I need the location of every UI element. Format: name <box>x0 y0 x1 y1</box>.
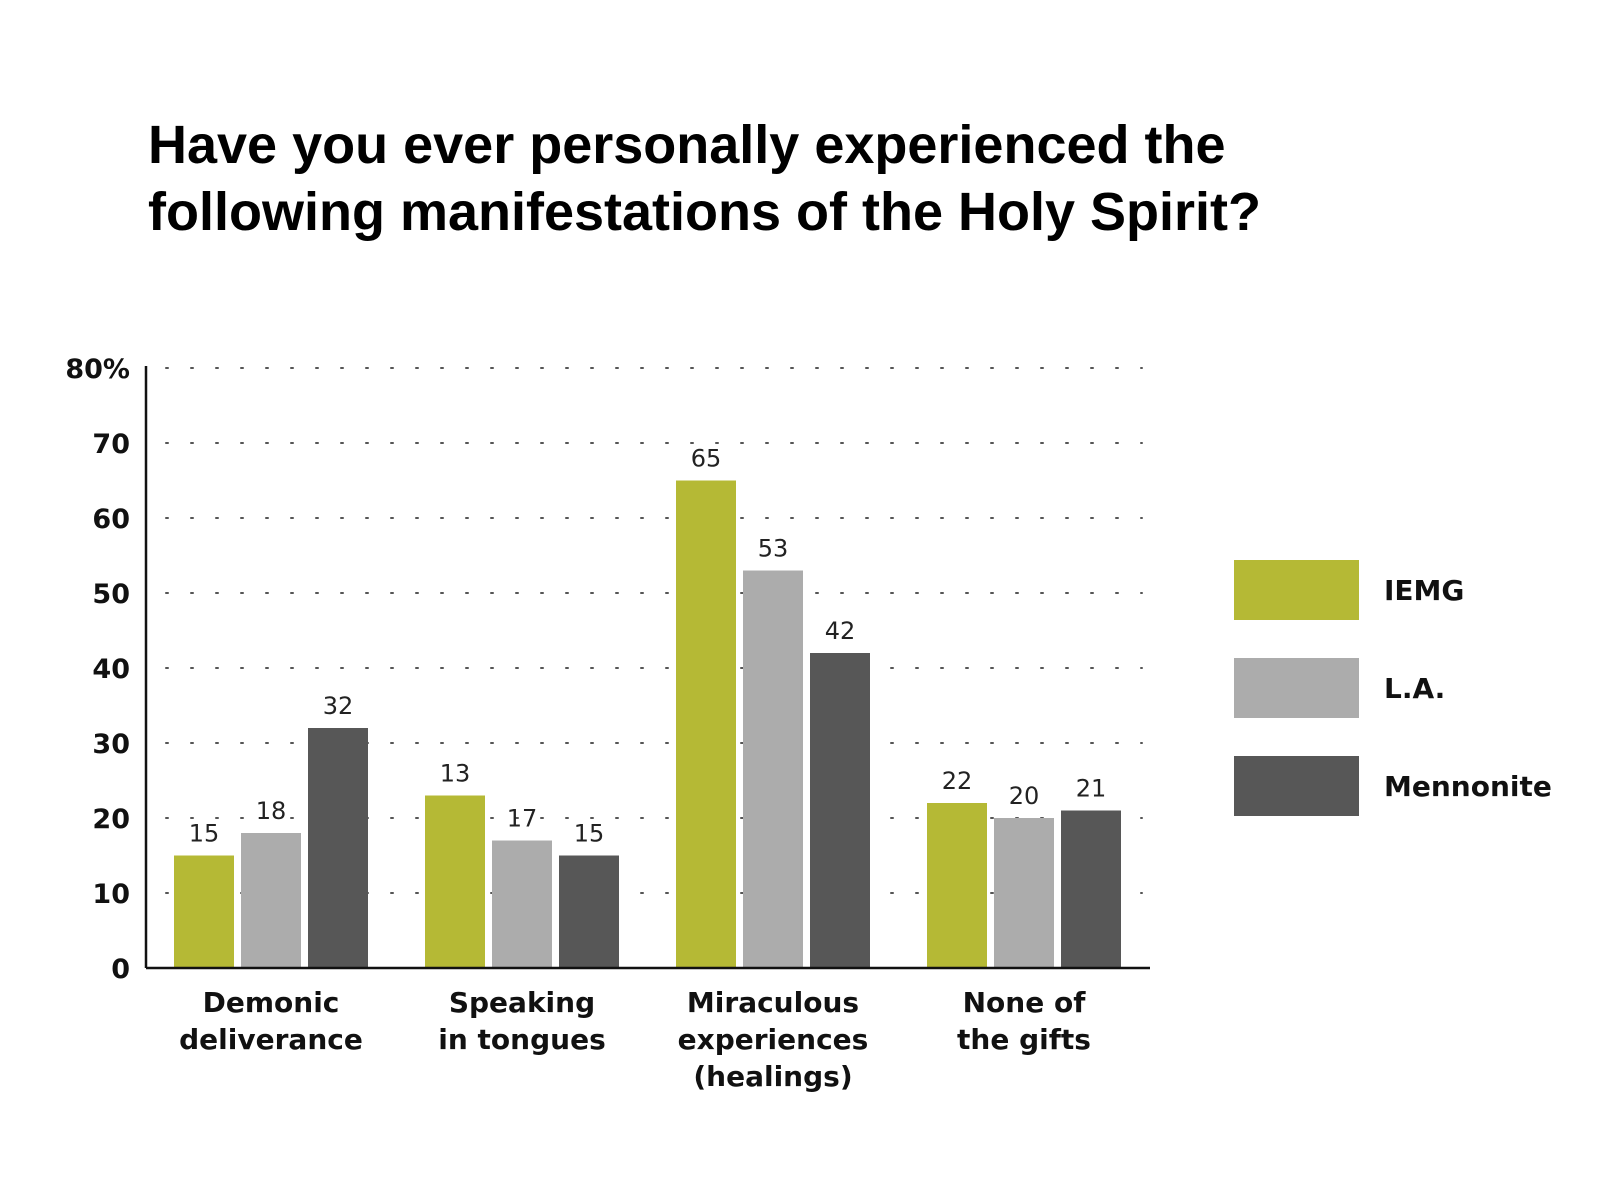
bar <box>676 480 736 968</box>
data-label: 42 <box>825 617 856 645</box>
bar <box>1061 810 1121 968</box>
legend-swatch <box>1234 658 1359 718</box>
data-label: 18 <box>256 797 287 825</box>
bar <box>241 833 301 968</box>
bar <box>559 855 619 968</box>
data-label: 17 <box>507 805 538 833</box>
x-category-label: deliverance <box>179 1023 363 1056</box>
data-label: 53 <box>758 535 789 563</box>
x-category-label: experiences <box>678 1023 869 1056</box>
y-tick-label: 20 <box>92 804 130 835</box>
y-tick-label: 0 <box>111 954 130 985</box>
y-tick-label: 50 <box>92 579 130 610</box>
x-axis-category-labels: Demonic deliverance Speaking in tongues Mira… <box>179 986 1091 1093</box>
data-label: 20 <box>1009 782 1040 810</box>
legend: IEMG L.A. Mennonite <box>1234 560 1552 816</box>
chart-title-line-1: Have you ever personally experienced the <box>148 115 1226 175</box>
data-label: 22 <box>942 767 973 795</box>
y-tick-label: 40 <box>92 654 130 685</box>
x-category-label: in tongues <box>438 1023 605 1056</box>
x-category-label: Miraculous <box>687 986 859 1019</box>
bar <box>927 803 987 968</box>
y-axis-tick-labels: 0 10 20 30 40 50 60 70 80% <box>65 354 130 985</box>
axes <box>144 366 1150 970</box>
legend-label: Mennonite <box>1384 770 1552 803</box>
y-tick-label: 70 <box>92 429 130 460</box>
legend-swatch <box>1234 560 1359 620</box>
y-tick-label: 60 <box>92 504 130 535</box>
x-category-label: (healings) <box>693 1060 852 1093</box>
bar <box>174 855 234 968</box>
x-category-label: None of <box>963 986 1087 1019</box>
legend-label: IEMG <box>1384 574 1464 607</box>
y-tick-label: 80% <box>65 354 130 385</box>
x-category-label: Speaking <box>449 986 595 1019</box>
data-label: 13 <box>440 760 471 788</box>
data-labels: 15 18 32 13 17 15 65 53 42 22 20 21 <box>189 445 1107 848</box>
legend-swatch <box>1234 756 1359 816</box>
bar <box>308 728 368 968</box>
x-category-label: the gifts <box>957 1023 1091 1056</box>
chart-title-line-2: following manifestations of the Holy Spi… <box>148 182 1262 242</box>
bar <box>425 795 485 968</box>
data-label: 65 <box>691 445 722 473</box>
x-category-label: Demonic <box>203 986 340 1019</box>
data-label: 21 <box>1076 775 1107 803</box>
bar <box>743 570 803 968</box>
data-label: 15 <box>189 820 220 848</box>
data-label: 32 <box>323 692 354 720</box>
y-tick-label: 30 <box>92 729 130 760</box>
bar <box>994 818 1054 968</box>
legend-label: L.A. <box>1384 672 1445 705</box>
bar <box>492 840 552 968</box>
bars <box>174 480 1121 968</box>
y-tick-label: 10 <box>92 879 130 910</box>
bar <box>810 653 870 968</box>
data-label: 15 <box>574 820 605 848</box>
chart-title: Have you ever personally experienced the… <box>148 112 1448 246</box>
